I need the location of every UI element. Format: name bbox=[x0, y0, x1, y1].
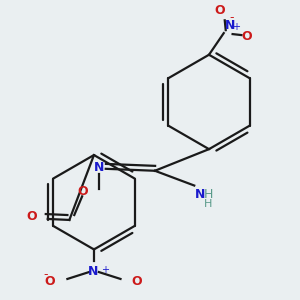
Text: N: N bbox=[88, 265, 98, 278]
Text: N: N bbox=[195, 188, 206, 202]
Text: O: O bbox=[77, 185, 88, 198]
Text: -: - bbox=[44, 268, 48, 281]
Text: O: O bbox=[26, 211, 37, 224]
Text: O: O bbox=[242, 30, 252, 43]
Text: +: + bbox=[101, 265, 109, 275]
Text: N: N bbox=[93, 161, 104, 174]
Text: N: N bbox=[225, 19, 235, 32]
Text: O: O bbox=[131, 275, 142, 288]
Text: -: - bbox=[230, 11, 234, 24]
Text: O: O bbox=[214, 4, 225, 17]
Text: H: H bbox=[204, 199, 212, 209]
Text: +: + bbox=[232, 22, 240, 32]
Text: H: H bbox=[204, 188, 214, 202]
Text: O: O bbox=[44, 275, 55, 288]
